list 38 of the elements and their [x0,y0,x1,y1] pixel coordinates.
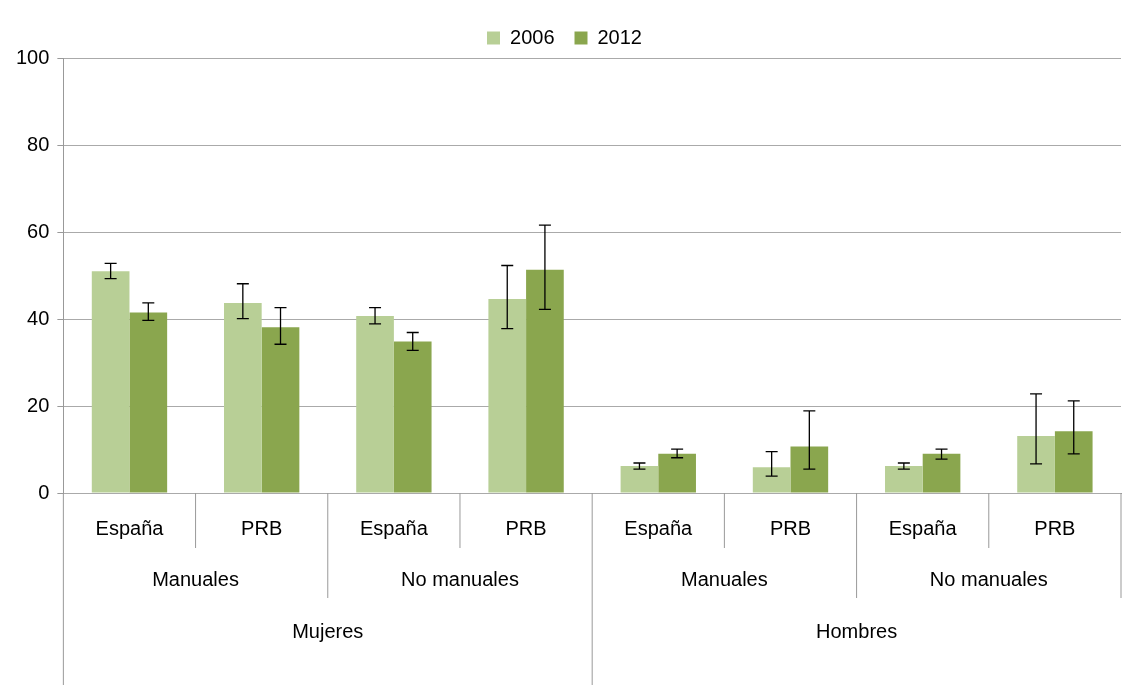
bar [620,466,659,493]
y-tick-label: 40 [27,306,50,329]
x-tick-label: España [95,516,165,539]
bar [1054,431,1093,493]
legend-label: 2012 [597,25,642,48]
bar [526,269,564,493]
bar [488,298,527,493]
bar [91,271,130,493]
x-tick-label: PRB [505,516,547,539]
text: No manuales [401,567,519,590]
y-tick-label: 0 [38,480,50,503]
bar [224,302,262,493]
legend-label: 2006 [510,25,555,48]
x-tick-label: PRB [1034,516,1076,539]
text: Mujeres [292,619,364,642]
bar [129,312,168,493]
y-tick-label: 100 [15,45,50,68]
bar [1017,436,1055,493]
text: Manuales [681,567,768,590]
y-tick-label: 60 [27,219,50,242]
bar [393,341,432,493]
bar [790,446,829,493]
bar [922,453,961,493]
x-tick-label: España [359,516,429,539]
y-tick-label: 80 [27,132,50,155]
bar [885,466,923,493]
bar [356,315,394,493]
x-tick-label: PRB [769,516,812,539]
bar [658,453,696,493]
text: Manuales [152,567,239,590]
x-tick-label: España [888,516,958,539]
text: Hombres [816,619,898,642]
bar [752,467,791,493]
x-tick-label: PRB [241,516,283,539]
y-tick-label: 20 [27,393,50,416]
x-tick-label: España [624,516,694,539]
text: No manuales [929,567,1048,590]
bar [261,327,300,493]
